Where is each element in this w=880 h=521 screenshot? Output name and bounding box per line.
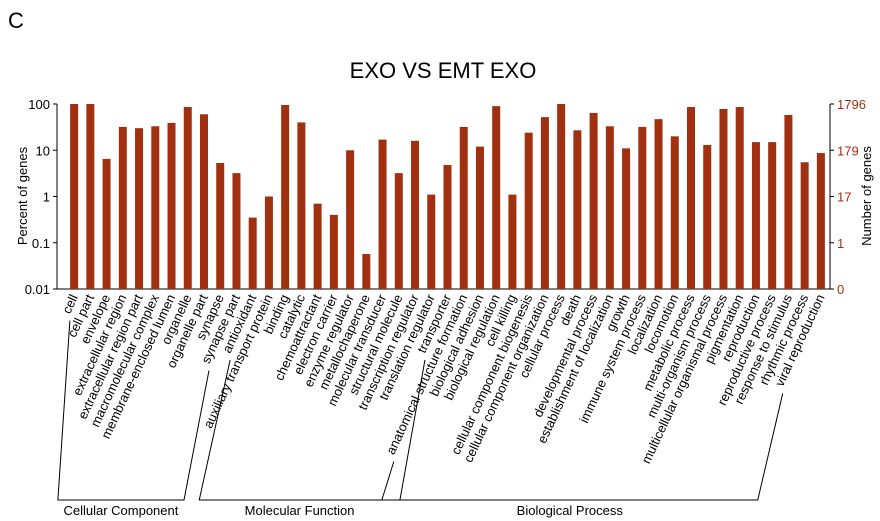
bar [151, 126, 160, 289]
bar [281, 105, 290, 290]
bar [329, 214, 338, 289]
bar [719, 108, 728, 289]
y-tick-label: 0.1 [32, 236, 50, 251]
bar [524, 132, 533, 289]
bar [670, 136, 679, 289]
bar [768, 142, 777, 289]
bar [540, 117, 549, 289]
bar [183, 107, 192, 289]
y2-tick-label: 1796 [837, 97, 866, 112]
bar [605, 126, 614, 289]
bar [443, 164, 452, 289]
bar [687, 107, 696, 289]
bar [378, 139, 387, 289]
bar [459, 126, 468, 289]
y-tick-label: 100 [28, 97, 50, 112]
y2-tick-label: 0 [837, 282, 844, 297]
panel-label: C [8, 8, 24, 33]
y2-tick-label: 1 [837, 236, 844, 251]
group-label: Molecular Function [245, 503, 355, 518]
bar [654, 119, 663, 290]
bar [784, 114, 793, 289]
bar [232, 173, 241, 289]
bar [167, 122, 176, 289]
bar [589, 112, 598, 290]
group-label: Biological Process [517, 503, 624, 518]
bar [427, 194, 436, 289]
y2-tick-label: 179 [837, 143, 859, 158]
y2-axis-label: Number of genes [859, 146, 874, 246]
y-axis-label: Percent of genes [15, 146, 30, 245]
bar [475, 146, 484, 289]
bar [557, 104, 566, 289]
bar [394, 173, 403, 289]
bar [622, 148, 631, 289]
bar [264, 196, 273, 289]
group-bracket [381, 393, 784, 501]
bar [118, 126, 127, 289]
bar [346, 150, 355, 289]
bar [703, 144, 712, 289]
bar [199, 114, 208, 290]
bar [508, 194, 517, 289]
bar [216, 163, 225, 289]
group-bracket [198, 359, 426, 501]
bar [297, 122, 306, 289]
y2-tick-label: 17 [837, 190, 851, 205]
bar [70, 104, 79, 289]
bar [86, 104, 95, 289]
bar [800, 162, 809, 289]
bar [816, 153, 825, 289]
bar [102, 158, 111, 289]
bar [362, 254, 371, 289]
bar [313, 203, 322, 289]
y-tick-label: 10 [36, 143, 50, 158]
bar [411, 140, 420, 289]
y-tick-label: 0.01 [25, 282, 50, 297]
bar [135, 128, 144, 289]
bar [638, 126, 647, 289]
chart-title: EXO VS EMT EXO [350, 58, 537, 83]
bar [573, 130, 582, 289]
y-tick-label: 1 [43, 190, 50, 205]
group-label: Cellular Component [63, 503, 178, 518]
bar [751, 142, 760, 289]
bar [492, 106, 501, 289]
bar [248, 217, 257, 289]
bar [735, 107, 744, 289]
group-bracket [57, 320, 210, 501]
